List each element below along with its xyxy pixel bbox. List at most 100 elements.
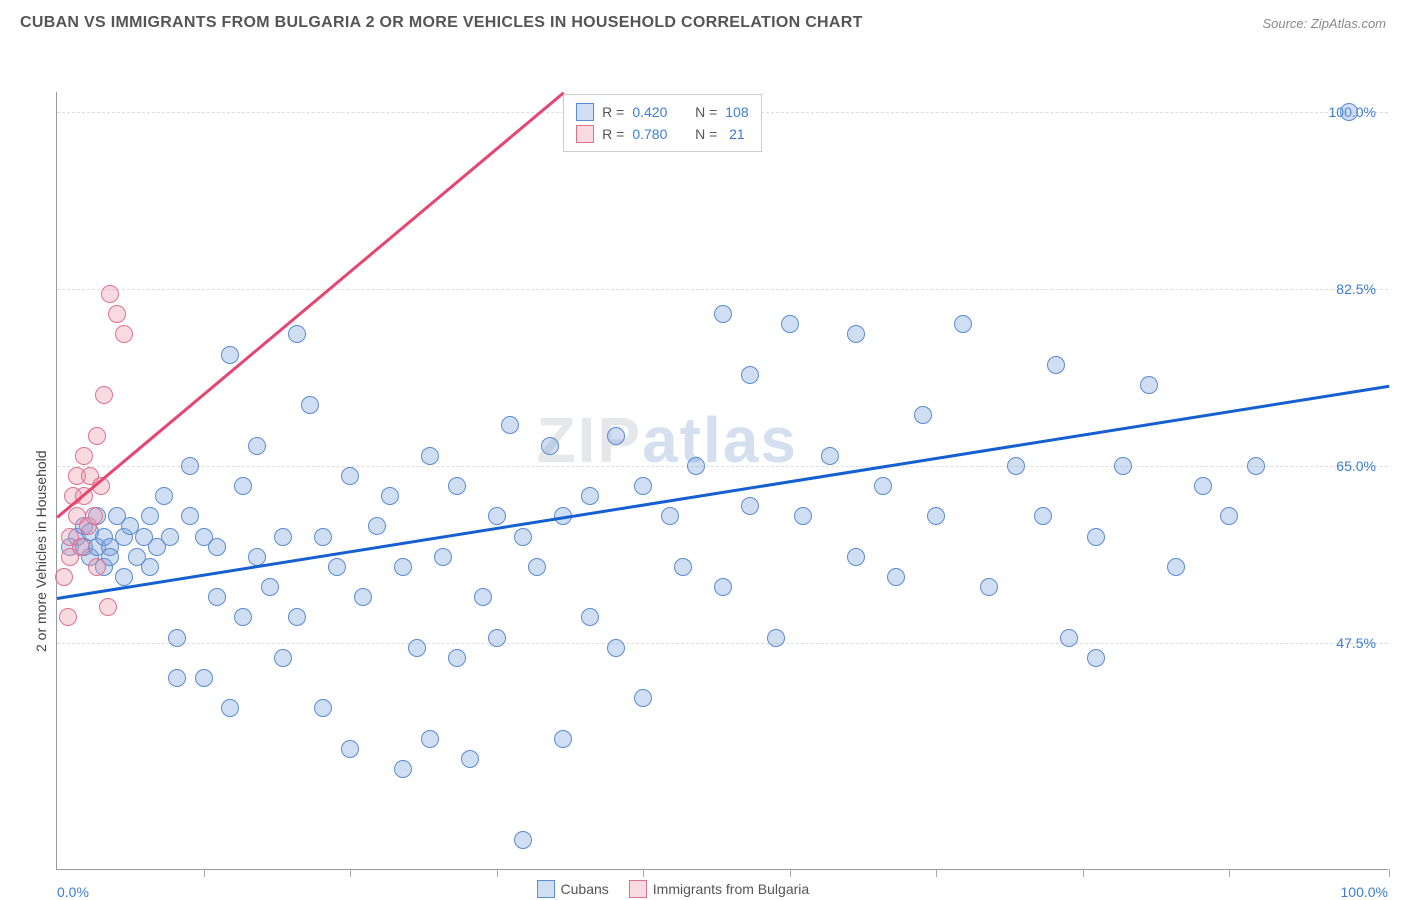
data-point — [714, 305, 732, 323]
data-point — [434, 548, 452, 566]
data-point — [195, 669, 213, 687]
data-point — [234, 477, 252, 495]
data-point — [821, 447, 839, 465]
data-point — [208, 588, 226, 606]
gridline — [57, 643, 1388, 644]
data-point — [887, 568, 905, 586]
data-point — [980, 578, 998, 596]
data-point — [1194, 477, 1212, 495]
gridline — [57, 466, 1388, 467]
data-point — [607, 427, 625, 445]
data-point — [341, 740, 359, 758]
data-point — [408, 639, 426, 657]
data-point — [674, 558, 692, 576]
xtick — [204, 869, 205, 877]
data-point — [221, 699, 239, 717]
trend-line — [56, 92, 564, 518]
data-point — [528, 558, 546, 576]
ytick-label: 47.5% — [1336, 635, 1376, 651]
data-point — [234, 608, 252, 626]
data-point — [288, 608, 306, 626]
data-point — [341, 467, 359, 485]
data-point — [181, 457, 199, 475]
data-point — [541, 437, 559, 455]
data-point — [714, 578, 732, 596]
ytick-label: 65.0% — [1336, 458, 1376, 474]
data-point — [155, 487, 173, 505]
data-point — [1087, 649, 1105, 667]
data-point — [274, 649, 292, 667]
legend-row: R = 0.420 N = 108 — [576, 101, 748, 123]
data-point — [581, 608, 599, 626]
data-point — [394, 760, 412, 778]
data-point — [927, 507, 945, 525]
legend-row: R = 0.780 N = 21 — [576, 123, 748, 145]
stats-legend: R = 0.420 N = 108R = 0.780 N = 21 — [563, 94, 761, 152]
data-point — [1114, 457, 1132, 475]
series-legend: Cubans Immigrants from Bulgaria — [537, 880, 810, 898]
data-point — [394, 558, 412, 576]
data-point — [161, 528, 179, 546]
data-point — [208, 538, 226, 556]
source-credit: Source: ZipAtlas.com — [1262, 16, 1386, 31]
xaxis-min-label: 0.0% — [57, 884, 89, 900]
data-point — [874, 477, 892, 495]
xtick — [936, 869, 937, 877]
data-point — [1060, 629, 1078, 647]
data-point — [115, 325, 133, 343]
data-point — [661, 507, 679, 525]
data-point — [261, 578, 279, 596]
data-point — [488, 507, 506, 525]
data-point — [461, 750, 479, 768]
data-point — [741, 366, 759, 384]
data-point — [1140, 376, 1158, 394]
data-point — [1167, 558, 1185, 576]
plot-area: 47.5%65.0%82.5%100.0%2 or more Vehicles … — [56, 92, 1388, 870]
data-point — [314, 528, 332, 546]
data-point — [221, 346, 239, 364]
data-point — [328, 558, 346, 576]
data-point — [108, 305, 126, 323]
data-point — [741, 497, 759, 515]
data-point — [95, 386, 113, 404]
data-point — [314, 699, 332, 717]
data-point — [514, 528, 532, 546]
data-point — [115, 568, 133, 586]
legend-item: Cubans — [537, 880, 609, 898]
data-point — [88, 427, 106, 445]
chart-title: CUBAN VS IMMIGRANTS FROM BULGARIA 2 OR M… — [20, 14, 863, 32]
y-axis-label: 2 or more Vehicles in Household — [33, 451, 49, 653]
data-point — [474, 588, 492, 606]
xaxis-max-label: 100.0% — [1341, 884, 1388, 900]
data-point — [354, 588, 372, 606]
data-point — [72, 538, 90, 556]
data-point — [607, 639, 625, 657]
data-point — [501, 416, 519, 434]
data-point — [301, 396, 319, 414]
data-point — [141, 507, 159, 525]
data-point — [781, 315, 799, 333]
data-point — [248, 437, 266, 455]
data-point — [914, 406, 932, 424]
gridline — [57, 289, 1388, 290]
data-point — [88, 558, 106, 576]
chart-header: CUBAN VS IMMIGRANTS FROM BULGARIA 2 OR M… — [0, 0, 1406, 40]
data-point — [1007, 457, 1025, 475]
data-point — [1340, 103, 1358, 121]
data-point — [181, 507, 199, 525]
ytick-label: 82.5% — [1336, 281, 1376, 297]
data-point — [687, 457, 705, 475]
data-point — [1034, 507, 1052, 525]
data-point — [421, 447, 439, 465]
data-point — [421, 730, 439, 748]
data-point — [85, 507, 103, 525]
legend-swatch — [537, 880, 555, 898]
data-point — [954, 315, 972, 333]
data-point — [448, 477, 466, 495]
data-point — [288, 325, 306, 343]
data-point — [274, 528, 292, 546]
data-point — [634, 689, 652, 707]
legend-swatch — [629, 880, 647, 898]
xtick — [1229, 869, 1230, 877]
legend-item: Immigrants from Bulgaria — [629, 880, 809, 898]
